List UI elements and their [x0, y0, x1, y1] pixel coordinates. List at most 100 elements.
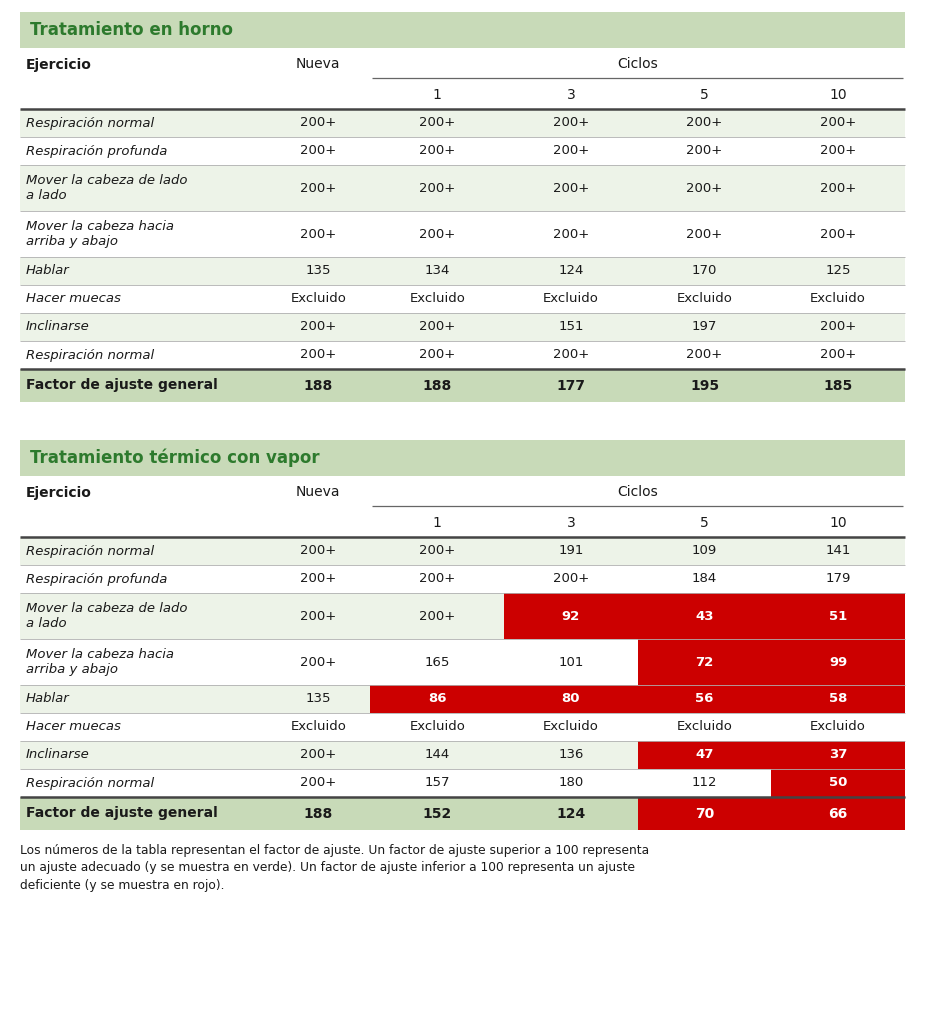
- Bar: [20, 685, 905, 713]
- Text: Excluido: Excluido: [290, 721, 346, 733]
- Text: 200+: 200+: [686, 144, 722, 158]
- Text: 188: 188: [303, 807, 333, 820]
- Text: 109: 109: [692, 545, 717, 557]
- Text: Mover la cabeza hacia
arriba y abajo: Mover la cabeza hacia arriba y abajo: [26, 220, 174, 248]
- Bar: [20, 509, 905, 537]
- Text: 200+: 200+: [300, 117, 337, 129]
- Text: 200+: 200+: [419, 321, 455, 334]
- Text: 5: 5: [700, 516, 709, 530]
- Text: 144: 144: [425, 749, 450, 762]
- Text: 135: 135: [305, 692, 331, 706]
- Bar: [771, 593, 905, 639]
- Text: 200+: 200+: [686, 227, 722, 241]
- Bar: [504, 593, 637, 639]
- Text: Respiración profunda: Respiración profunda: [26, 144, 167, 158]
- Text: 200+: 200+: [686, 181, 722, 195]
- Bar: [637, 639, 771, 685]
- Text: 200+: 200+: [300, 321, 337, 334]
- Bar: [771, 639, 905, 685]
- Bar: [370, 685, 504, 713]
- Text: 188: 188: [303, 379, 333, 392]
- Text: 200+: 200+: [419, 545, 455, 557]
- Text: 200+: 200+: [553, 117, 589, 129]
- Bar: [20, 769, 905, 797]
- Text: 200+: 200+: [300, 572, 337, 586]
- Text: 200+: 200+: [419, 348, 455, 361]
- Text: Ciclos: Ciclos: [617, 57, 658, 72]
- Text: Inclinarse: Inclinarse: [26, 749, 90, 762]
- Text: 177: 177: [557, 379, 586, 392]
- Text: 72: 72: [696, 655, 714, 669]
- Text: 58: 58: [829, 692, 847, 706]
- Text: Excluido: Excluido: [810, 293, 866, 305]
- Text: 200+: 200+: [300, 609, 337, 623]
- Text: Mover la cabeza de lado
a lado: Mover la cabeza de lado a lado: [26, 602, 188, 630]
- Text: 200+: 200+: [686, 117, 722, 129]
- Text: 101: 101: [558, 655, 584, 669]
- Text: 200+: 200+: [419, 609, 455, 623]
- Text: 200+: 200+: [300, 227, 337, 241]
- Text: Ejercicio: Ejercicio: [26, 485, 92, 500]
- Text: Respiración profunda: Respiración profunda: [26, 572, 167, 586]
- Text: 37: 37: [829, 749, 847, 762]
- Text: 3: 3: [566, 88, 575, 102]
- Text: 157: 157: [425, 776, 450, 790]
- Bar: [637, 741, 771, 769]
- Bar: [20, 341, 905, 369]
- Bar: [20, 593, 905, 639]
- Text: Nueva: Nueva: [296, 485, 340, 500]
- Text: 86: 86: [428, 692, 447, 706]
- Bar: [637, 593, 771, 639]
- Text: Excluido: Excluido: [810, 721, 866, 733]
- Text: 191: 191: [558, 545, 584, 557]
- Bar: [20, 741, 905, 769]
- Text: 200+: 200+: [820, 144, 857, 158]
- Text: 10: 10: [830, 516, 847, 530]
- Text: 180: 180: [559, 776, 584, 790]
- Bar: [20, 137, 905, 165]
- Text: 112: 112: [692, 776, 717, 790]
- Bar: [20, 165, 905, 211]
- Text: 200+: 200+: [553, 227, 589, 241]
- Text: Respiración normal: Respiración normal: [26, 545, 154, 557]
- Text: Hacer muecas: Hacer muecas: [26, 721, 121, 733]
- Text: Respiración normal: Respiración normal: [26, 117, 154, 129]
- Text: 200+: 200+: [820, 181, 857, 195]
- Text: 200+: 200+: [820, 321, 857, 334]
- Bar: [637, 685, 771, 713]
- Text: 1: 1: [433, 88, 442, 102]
- Text: 200+: 200+: [419, 117, 455, 129]
- Text: 141: 141: [825, 545, 851, 557]
- Bar: [20, 713, 905, 741]
- Text: 200+: 200+: [820, 227, 857, 241]
- Text: 200+: 200+: [419, 181, 455, 195]
- Text: 136: 136: [558, 749, 584, 762]
- Bar: [20, 369, 905, 402]
- Text: Factor de ajuste general: Factor de ajuste general: [26, 807, 217, 820]
- Text: 50: 50: [829, 776, 847, 790]
- Bar: [20, 565, 905, 593]
- Bar: [20, 440, 905, 476]
- Text: 200+: 200+: [553, 181, 589, 195]
- Text: Ejercicio: Ejercicio: [26, 57, 92, 72]
- Text: 70: 70: [695, 807, 714, 820]
- Text: 179: 179: [825, 572, 851, 586]
- Text: 1: 1: [433, 516, 442, 530]
- Text: 10: 10: [830, 88, 847, 102]
- Text: Mover la cabeza hacia
arriba y abajo: Mover la cabeza hacia arriba y abajo: [26, 648, 174, 676]
- Text: 92: 92: [561, 609, 580, 623]
- Bar: [20, 313, 905, 341]
- Text: 152: 152: [423, 807, 452, 820]
- Text: 3: 3: [566, 516, 575, 530]
- Text: 170: 170: [692, 264, 717, 278]
- Text: Excluido: Excluido: [410, 721, 465, 733]
- Bar: [20, 476, 905, 509]
- Text: 56: 56: [696, 692, 714, 706]
- Text: 125: 125: [825, 264, 851, 278]
- Text: 151: 151: [558, 321, 584, 334]
- Text: 200+: 200+: [300, 144, 337, 158]
- Text: 200+: 200+: [553, 348, 589, 361]
- Text: 200+: 200+: [419, 572, 455, 586]
- Text: 200+: 200+: [300, 181, 337, 195]
- Bar: [20, 48, 905, 81]
